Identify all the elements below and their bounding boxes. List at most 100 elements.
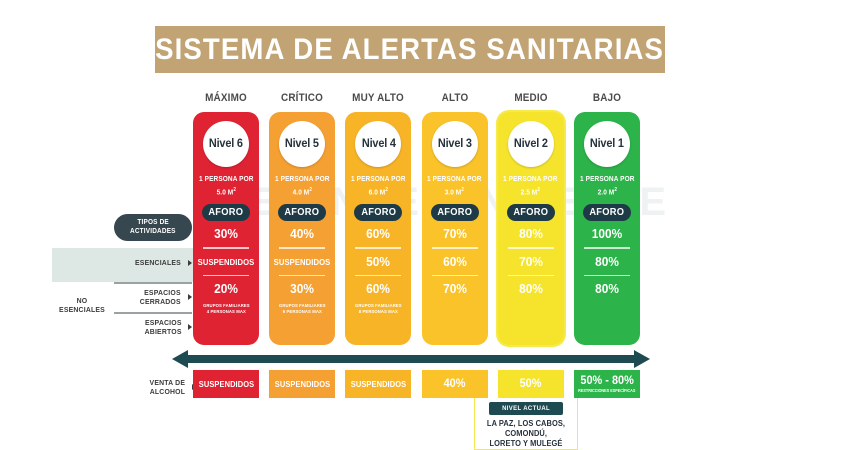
- density-text: 1 PERSONA POR 3.0 M2: [427, 176, 482, 197]
- cell-esenciales: 60%: [366, 227, 391, 242]
- cell-divider: [507, 247, 554, 249]
- venta-alcohol-label: VENTA DE ALCOHOL: [149, 378, 186, 396]
- aforo-pill: AFORO: [278, 204, 327, 222]
- alcohol-value: SUSPENDIDOS: [274, 379, 330, 389]
- alcohol-value: 50%: [519, 378, 542, 390]
- alcohol-cell-nivel-2: 50%: [497, 370, 564, 398]
- espacios-cerrados-label: ESPACIOS CERRADOS: [140, 288, 182, 306]
- level-name: Nivel 3: [437, 138, 472, 150]
- column-headers: MÁXIMO CRÍTICO MUY ALTO ALTO MEDIO BAJO: [193, 92, 640, 106]
- column-header-nivel-5: CRÍTICO: [281, 92, 324, 104]
- alcohol-sales-row: SUSPENDIDOS SUSPENDIDOS SUSPENDIDOS 40% 50% 5…: [193, 370, 640, 398]
- cell-divider: [431, 247, 478, 249]
- cell-espacios-cerrados: SUSPENDIDOS: [273, 256, 331, 267]
- aforo-pill: AFORO: [506, 204, 555, 222]
- alcohol-cell-nivel-1: 50% - 80% RESTRICCIONES ESPECÍFICAS: [574, 370, 640, 398]
- density-text: 1 PERSONA POR 6.0 M2: [351, 176, 406, 197]
- chevron-right-icon: [188, 324, 192, 330]
- chevron-right-icon: [188, 294, 192, 300]
- cell-divider: [203, 247, 249, 249]
- level-columns: Nivel 6 1 PERSONA POR 5.0 M2 AFORO 30% SUSPEN…: [193, 112, 640, 345]
- municipios-line-1: LA PAZ, LOS CABOS,: [486, 419, 566, 428]
- cell-espacios-abiertos: 80%: [518, 281, 543, 296]
- cell-divider: [203, 274, 249, 276]
- column-header-nivel-2: MEDIO: [514, 92, 548, 104]
- grupo-familiar-note: GRUPOS FAMILIARES 4 PERSONAS MAX: [202, 302, 250, 314]
- level-badge: Nivel 3: [431, 121, 478, 167]
- level-badge: Nivel 5: [279, 121, 326, 167]
- level-badge: Nivel 2: [507, 121, 554, 167]
- alcohol-cell-nivel-4: SUSPENDIDOS: [345, 370, 412, 398]
- cell-espacios-abiertos: 30%: [290, 281, 315, 296]
- cell-divider: [279, 247, 326, 249]
- cell-esenciales: 80%: [518, 227, 543, 242]
- level-column-nivel-6[interactable]: Nivel 6 1 PERSONA POR 5.0 M2 AFORO 30% SUSPEN…: [193, 112, 259, 345]
- column-header-nivel-4: MUY ALTO: [352, 92, 405, 104]
- page-title: SISTEMA DE ALERTAS SANITARIAS: [155, 32, 665, 66]
- venta-alcohol-label-row[interactable]: VENTA DE ALCOHOL: [112, 378, 196, 396]
- cell-espacios-abiertos: 20%: [214, 281, 238, 296]
- tipos-label-line1: TIPOS DE: [137, 219, 169, 226]
- alcohol-cell-nivel-3: 40%: [421, 370, 488, 398]
- legend-row-espacios-abiertos[interactable]: ESPACIOS ABIERTOS: [112, 318, 192, 336]
- esenciales-label: ESENCIALES: [135, 258, 182, 267]
- aforo-label: AFORO: [360, 207, 396, 219]
- aforo-label: AFORO: [208, 207, 244, 219]
- density-text: 1 PERSONA POR 2.0 M2: [579, 176, 635, 197]
- legend-panel: TIPOS DE ACTIVIDADES ESENCIALES ESPACIOS…: [52, 214, 194, 340]
- grupo-familiar-note: GRUPOS FAMILIARES 8 PERSONAS MAX: [355, 302, 402, 314]
- municipios-line-2: COMONDÚ,: [504, 429, 548, 438]
- aforo-label: AFORO: [513, 207, 549, 219]
- alcohol-value: SUSPENDIDOS: [350, 379, 407, 389]
- alcohol-value: SUSPENDIDOS: [198, 379, 254, 389]
- density-text: 1 PERSONA POR 4.0 M2: [274, 176, 330, 197]
- level-column-nivel-3[interactable]: Nivel 3 1 PERSONA POR 3.0 M2 AFORO 70% 60% 70%: [421, 112, 488, 345]
- esenciales-highlight-band: [52, 248, 194, 282]
- column-header-nivel-6: MÁXIMO: [205, 92, 247, 104]
- nivel-actual-label: NIVEL ACTUAL: [502, 405, 550, 412]
- cell-espacios-abiertos: 70%: [442, 281, 467, 296]
- level-name: Nivel 2: [513, 138, 548, 150]
- cell-espacios-abiertos: 60%: [366, 281, 391, 296]
- municipios-line-3: LORETO Y MULEGÉ: [489, 439, 563, 448]
- level-column-nivel-1[interactable]: Nivel 1 1 PERSONA POR 2.0 M2 AFORO 100% 80% 80…: [574, 112, 640, 345]
- title-banner: SISTEMA DE ALERTAS SANITARIAS: [155, 26, 665, 73]
- severity-arrow: [172, 350, 650, 368]
- no-esenciales-label: NO ESENCIALES: [59, 296, 105, 314]
- aforo-label: AFORO: [284, 207, 320, 219]
- level-column-nivel-2[interactable]: Nivel 2 1 PERSONA POR 2.5 M2 AFORO 80% 70% 80%: [497, 112, 564, 345]
- aforo-pill: AFORO: [430, 204, 479, 222]
- aforo-pill: AFORO: [354, 204, 403, 222]
- level-column-nivel-4[interactable]: Nivel 4 1 PERSONA POR 6.0 M2 AFORO 60% 50% 60%…: [345, 112, 412, 345]
- current-level-callout: NIVEL ACTUAL LA PAZ, LOS CABOS, COMONDÚ,…: [466, 402, 586, 449]
- chevron-right-icon: [188, 259, 192, 266]
- column-header-nivel-3: ALTO: [441, 92, 468, 104]
- alcohol-note: RESTRICCIONES ESPECÍFICAS: [578, 388, 636, 393]
- cell-espacios-cerrados: 70%: [518, 254, 543, 269]
- aforo-pill: AFORO: [583, 204, 631, 222]
- cell-divider: [431, 274, 478, 276]
- level-badge: Nivel 6: [203, 121, 249, 167]
- cell-espacios-cerrados: SUSPENDIDOS: [197, 256, 255, 267]
- legend-row-espacios-cerrados[interactable]: ESPACIOS CERRADOS: [112, 288, 192, 306]
- alcohol-value: 40%: [443, 378, 466, 390]
- cell-divider: [507, 274, 554, 276]
- cell-espacios-cerrados: 50%: [366, 254, 391, 269]
- tipos-de-actividades-pill: TIPOS DE ACTIVIDADES: [114, 214, 192, 241]
- cell-espacios-cerrados: 60%: [442, 254, 467, 269]
- alcohol-cell-nivel-6: SUSPENDIDOS: [193, 370, 259, 398]
- level-badge: Nivel 1: [584, 121, 630, 167]
- cell-divider: [355, 274, 402, 276]
- alcohol-value: 50% - 80%: [580, 375, 634, 387]
- cell-esenciales: 100%: [591, 227, 623, 242]
- cell-esenciales: 40%: [290, 227, 315, 242]
- legend-row-esenciales[interactable]: ESENCIALES: [112, 258, 192, 267]
- municipios-list: LA PAZ, LOS CABOS, COMONDÚ, LORETO Y MUL…: [470, 419, 582, 449]
- cell-espacios-cerrados: 80%: [595, 254, 619, 269]
- espacios-abiertos-label: ESPACIOS ABIERTOS: [144, 318, 182, 336]
- density-text: 1 PERSONA POR 2.5 M2: [503, 176, 559, 197]
- cell-esenciales: 70%: [442, 227, 467, 242]
- alcohol-cell-nivel-5: SUSPENDIDOS: [269, 370, 336, 398]
- level-column-nivel-5[interactable]: Nivel 5 1 PERSONA POR 4.0 M2 AFORO 40% SUSPEN…: [269, 112, 336, 345]
